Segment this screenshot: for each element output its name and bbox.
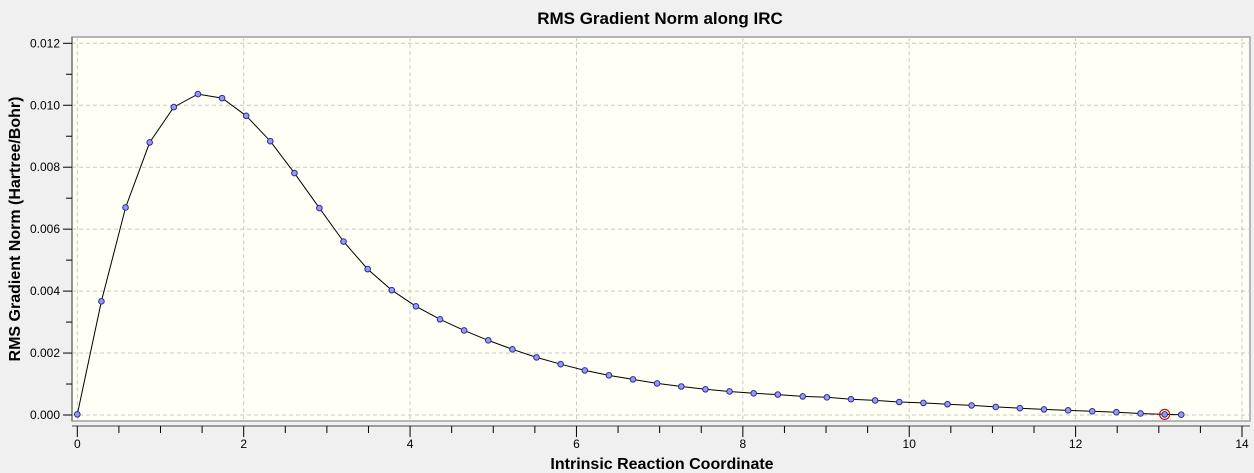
data-point[interactable] (944, 400, 951, 408)
data-point[interactable] (750, 390, 757, 397)
data-point[interactable] (581, 367, 589, 374)
data-point[interactable] (823, 394, 831, 401)
data-point[interactable] (170, 103, 178, 111)
data-point[interactable] (1064, 407, 1072, 414)
data-point[interactable] (871, 397, 879, 404)
highlighted-point-marker[interactable] (1159, 408, 1171, 420)
y-tick-label: 0.010 (30, 98, 60, 112)
data-point[interactable] (1088, 407, 1096, 415)
data-point[interactable] (316, 204, 323, 212)
data-point[interactable] (968, 402, 975, 409)
data-point[interactable] (895, 398, 903, 406)
y-axis-title: RMS Gradient Norm (Hartree/Bohr) (7, 97, 24, 362)
data-point[interactable] (847, 395, 855, 403)
data-point[interactable] (653, 380, 661, 387)
data-point[interactable] (1161, 411, 1168, 418)
y-tick-label: 0.006 (30, 222, 60, 236)
chart-title: RMS Gradient Norm along IRC (537, 9, 783, 28)
y-tick-label: 0.008 (30, 160, 60, 174)
data-point[interactable] (1137, 410, 1144, 417)
y-tick-label: 0.004 (30, 284, 60, 298)
data-point[interactable] (460, 327, 468, 334)
data-point[interactable] (1040, 406, 1048, 413)
grid-lines (72, 37, 1250, 421)
data-point[interactable] (146, 139, 153, 146)
data-point[interactable] (436, 315, 444, 323)
data-point[interactable] (557, 360, 564, 368)
x-tick-label: 6 (573, 437, 580, 451)
data-point[interactable] (702, 385, 709, 393)
data-point[interactable] (218, 94, 226, 102)
data-point[interactable] (291, 169, 298, 177)
data-points (74, 90, 1185, 420)
data-point[interactable] (677, 383, 685, 390)
data-point[interactable] (509, 346, 516, 353)
data-point[interactable] (388, 286, 396, 294)
data-point[interactable] (605, 372, 613, 379)
data-point[interactable] (484, 337, 492, 344)
x-tick-label: 12 (1069, 437, 1083, 451)
data-point[interactable] (726, 388, 733, 395)
x-tick-label: 4 (407, 437, 414, 451)
data-point[interactable] (340, 238, 347, 245)
data-point[interactable] (1016, 404, 1024, 412)
data-point[interactable] (267, 137, 274, 145)
x-tick-label: 2 (240, 437, 247, 451)
data-point[interactable] (74, 411, 81, 418)
x-tick-label: 14 (1235, 437, 1249, 451)
data-point[interactable] (629, 376, 637, 383)
x-tick-label: 8 (739, 437, 746, 451)
x-axis-title: Intrinsic Reaction Coordinate (550, 456, 773, 473)
x-tick-label: 0 (74, 437, 81, 451)
data-point[interactable] (920, 399, 927, 407)
data-point[interactable] (412, 302, 420, 310)
data-point[interactable] (242, 112, 250, 120)
y-tick-label: 0.002 (30, 346, 60, 360)
data-point[interactable] (122, 204, 129, 211)
data-point[interactable] (533, 354, 540, 361)
data-point[interactable] (194, 90, 202, 98)
y-tick-label: 0.012 (30, 36, 60, 50)
x-axis: 0 2 4 6 8 10 12 14 (72, 425, 1250, 451)
y-tick-label: 0.000 (30, 408, 60, 422)
data-point[interactable] (799, 393, 807, 400)
data-point[interactable] (98, 298, 105, 305)
data-point[interactable] (992, 403, 1000, 411)
data-point[interactable] (364, 265, 371, 273)
data-point[interactable] (774, 391, 782, 398)
x-tick-label: 10 (903, 437, 917, 451)
y-axis: 0.000 0.002 0.004 0.006 0.008 0.010 0.012 (30, 36, 73, 422)
data-point[interactable] (1113, 408, 1120, 416)
data-point[interactable] (1177, 411, 1185, 418)
